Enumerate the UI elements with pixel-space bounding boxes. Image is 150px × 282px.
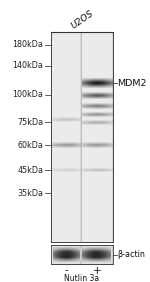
Text: 100kDa: 100kDa [12,91,43,99]
Text: U2OS: U2OS [69,9,95,31]
Text: -: - [64,266,68,276]
Bar [82,245,112,264]
Text: 180kDa: 180kDa [12,40,43,49]
Text: 75kDa: 75kDa [17,118,43,127]
Bar [52,32,80,242]
Bar [51,245,113,264]
Bar [82,32,112,242]
Text: MDM2: MDM2 [117,79,147,88]
Bar [52,245,80,264]
Text: β-actin: β-actin [117,250,145,259]
Text: 140kDa: 140kDa [12,61,43,70]
Text: +: + [93,266,101,276]
Text: Nutlin 3a: Nutlin 3a [64,274,99,282]
Text: 35kDa: 35kDa [17,189,43,198]
Text: 60kDa: 60kDa [17,141,43,150]
Bar [51,32,113,242]
Text: 45kDa: 45kDa [17,166,43,175]
